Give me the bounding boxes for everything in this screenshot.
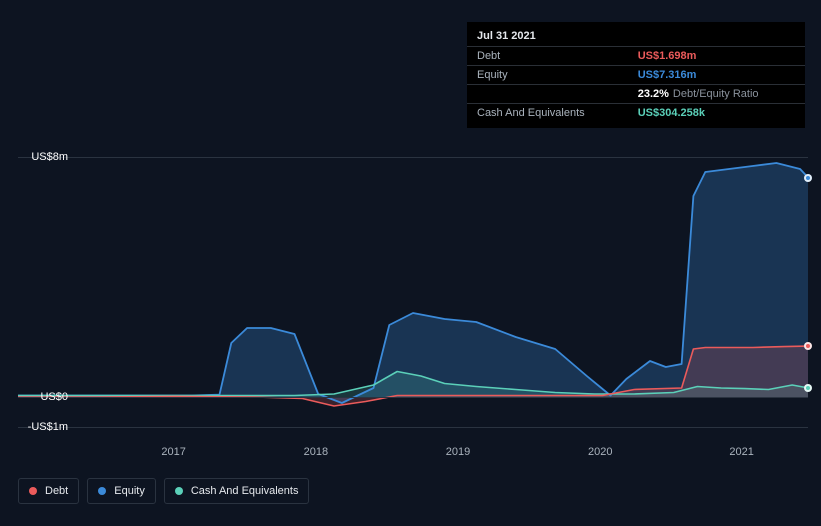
tooltip-row-suffix: Debt/Equity Ratio xyxy=(673,88,759,100)
legend-label: Equity xyxy=(114,485,145,497)
tooltip-row-label xyxy=(467,85,628,104)
tooltip-row-label: Equity xyxy=(467,66,628,85)
x-axis-label: 2020 xyxy=(588,446,612,458)
y-gridline xyxy=(18,427,808,428)
tooltip-row: DebtUS$1.698m xyxy=(467,47,805,66)
tooltip-row: EquityUS$7.316m xyxy=(467,66,805,85)
x-axis: 2017 2018 2019 2020 2021 xyxy=(18,446,808,466)
legend-item-cash[interactable]: Cash And Equivalents xyxy=(164,478,310,504)
hover-marker-debt xyxy=(804,342,812,350)
legend-item-equity[interactable]: Equity xyxy=(87,478,156,504)
legend-dot-icon xyxy=(98,487,106,495)
y-axis-label: US$0 xyxy=(40,391,74,403)
y-axis-label: US$8m xyxy=(31,151,74,163)
legend-item-debt[interactable]: Debt xyxy=(18,478,79,504)
y-gridline xyxy=(18,157,808,158)
tooltip-row-value: US$304.258k xyxy=(628,104,805,123)
tooltip-row: 23.2%Debt/Equity Ratio xyxy=(467,85,805,104)
hover-tooltip: Jul 31 2021 DebtUS$1.698mEquityUS$7.316m… xyxy=(467,22,805,128)
tooltip-date: Jul 31 2021 xyxy=(467,28,805,46)
x-axis-label: 2021 xyxy=(729,446,753,458)
legend: Debt Equity Cash And Equivalents xyxy=(18,478,309,504)
legend-dot-icon xyxy=(175,487,183,495)
x-axis-label: 2017 xyxy=(161,446,185,458)
tooltip-row-label: Cash And Equivalents xyxy=(467,104,628,123)
tooltip-row-value: US$1.698m xyxy=(628,47,805,66)
hover-marker-cash xyxy=(804,384,812,392)
y-axis-label: -US$1m xyxy=(28,421,74,433)
tooltip-row-label: Debt xyxy=(467,47,628,66)
legend-label: Cash And Equivalents xyxy=(191,485,299,497)
tooltip-table: DebtUS$1.698mEquityUS$7.316m23.2%Debt/Eq… xyxy=(467,46,805,122)
tooltip-row: Cash And EquivalentsUS$304.258k xyxy=(467,104,805,123)
x-axis-label: 2019 xyxy=(446,446,470,458)
tooltip-row-value: 23.2%Debt/Equity Ratio xyxy=(628,85,805,104)
tooltip-row-value: US$7.316m xyxy=(628,66,805,85)
chart-svg xyxy=(18,122,808,442)
chart-area[interactable]: US$8m US$0 -US$1m xyxy=(18,122,808,442)
y-gridline xyxy=(18,397,808,398)
legend-dot-icon xyxy=(29,487,37,495)
x-axis-label: 2018 xyxy=(304,446,328,458)
hover-marker-equity xyxy=(804,174,812,182)
legend-label: Debt xyxy=(45,485,68,497)
